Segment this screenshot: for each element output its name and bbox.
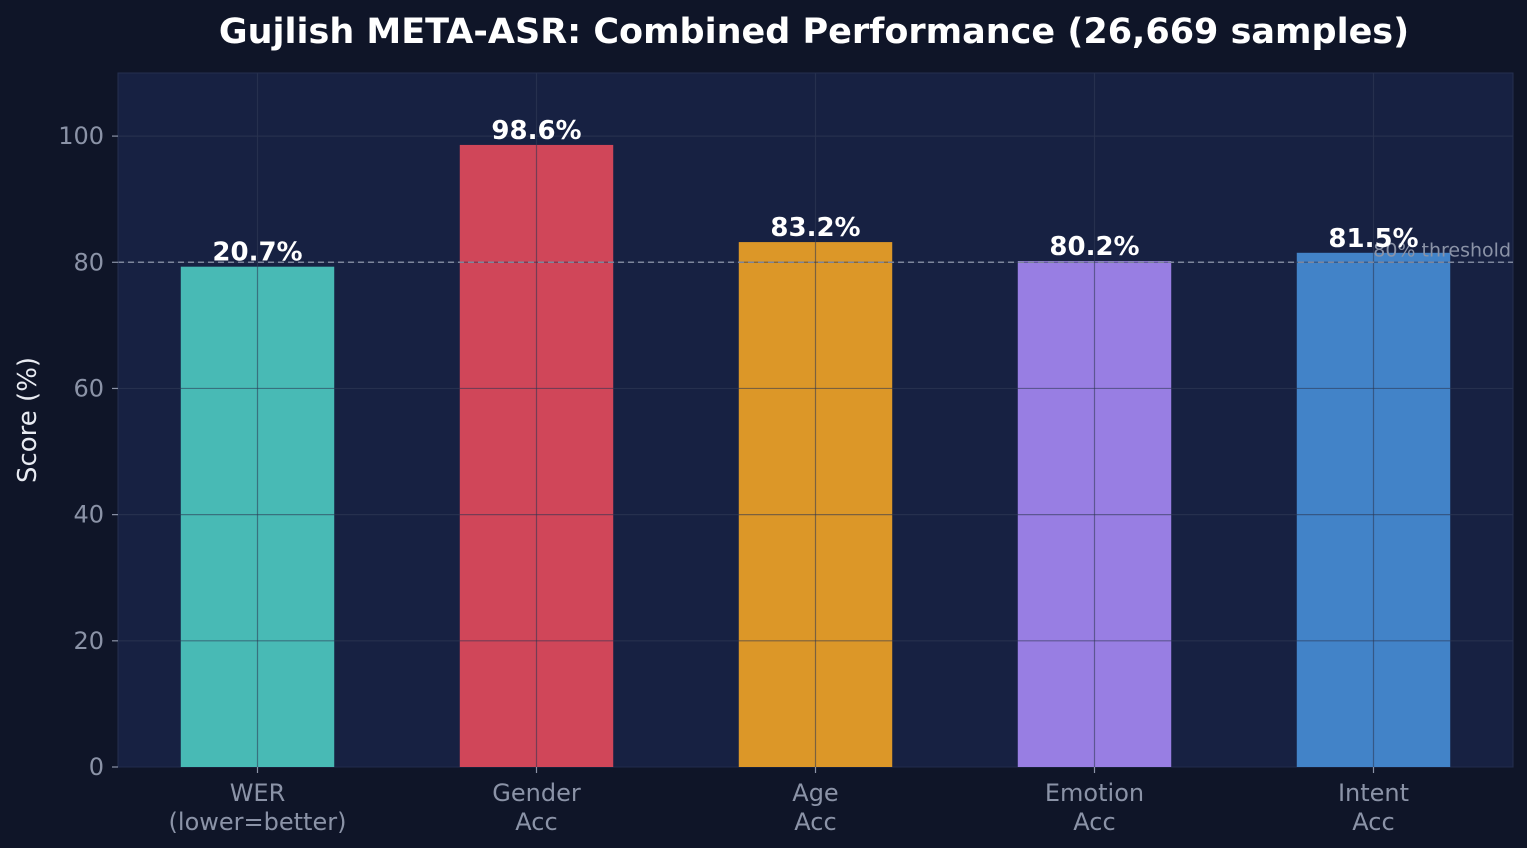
x-tick-label: WER (230, 779, 286, 807)
value-label: 81.5% (1328, 224, 1418, 254)
y-tick-label: 40 (73, 501, 104, 529)
x-tick-label: Intent (1338, 779, 1409, 807)
x-tick-label: Acc (1352, 808, 1394, 836)
value-label: 20.7% (212, 238, 302, 268)
threshold-label: 80% threshold (1373, 239, 1511, 261)
x-tick-label: Age (792, 779, 838, 807)
y-tick-label: 20 (73, 627, 104, 655)
x-tick-label: (lower=better) (169, 808, 347, 836)
value-label: 98.6% (491, 116, 581, 146)
y-tick-label: 60 (73, 374, 104, 402)
x-tick-label: Gender (492, 779, 581, 807)
x-tick-label: Acc (515, 808, 557, 836)
x-tick-label: Acc (794, 808, 836, 836)
y-tick-label: 80 (73, 248, 104, 276)
y-tick-label: 100 (58, 122, 104, 150)
value-label: 83.2% (770, 213, 860, 243)
y-tick-label: 0 (89, 753, 104, 781)
x-tick-label: Acc (1073, 808, 1115, 836)
x-tick-label: Emotion (1045, 779, 1144, 807)
value-label: 80.2% (1049, 232, 1139, 262)
y-axis-label: Score (%) (13, 357, 43, 483)
chart-title: Gujlish META-ASR: Combined Performance (… (219, 12, 1409, 52)
